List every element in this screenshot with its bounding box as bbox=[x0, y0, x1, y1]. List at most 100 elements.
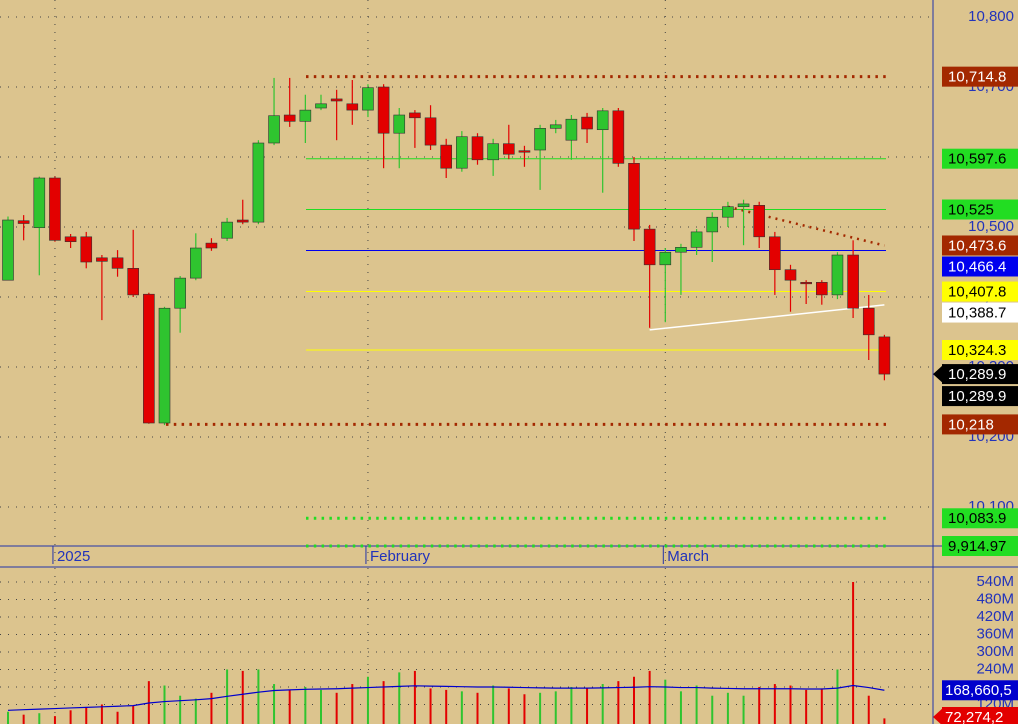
candle-body bbox=[283, 114, 296, 122]
volume-tick-label: 480M bbox=[976, 590, 1014, 607]
candle-body bbox=[549, 124, 562, 129]
candle-body bbox=[330, 98, 343, 102]
volume-bar bbox=[648, 670, 651, 724]
candle-body bbox=[424, 117, 437, 146]
level-label: 10,714.8 bbox=[948, 69, 1006, 86]
candle-body bbox=[596, 110, 609, 131]
candle-body bbox=[33, 177, 46, 229]
candle-body bbox=[205, 242, 218, 249]
volume-bar bbox=[492, 685, 495, 724]
volume-bar bbox=[789, 685, 792, 724]
volume-bar bbox=[539, 692, 542, 724]
level-label-box bbox=[942, 302, 1018, 323]
candle-body bbox=[518, 150, 531, 153]
volume-bar bbox=[570, 686, 573, 724]
volume-bar bbox=[179, 695, 182, 724]
candle-body bbox=[831, 254, 844, 296]
candle-body bbox=[502, 143, 515, 155]
x-tick-label: February bbox=[370, 548, 431, 565]
volume-bar bbox=[22, 714, 25, 724]
candle-body bbox=[127, 268, 139, 296]
volume-bar bbox=[320, 689, 322, 724]
candle-body bbox=[753, 205, 766, 238]
candle-body bbox=[111, 257, 124, 269]
candle-body bbox=[565, 118, 578, 141]
volume-bar bbox=[366, 676, 369, 724]
x-tick-label: 2025 bbox=[57, 548, 90, 565]
volume-last-label: 72,274,2 bbox=[945, 709, 1003, 724]
volume-bar bbox=[445, 689, 448, 724]
volume-bar bbox=[758, 686, 761, 724]
level-label-box bbox=[942, 414, 1018, 435]
candle-body bbox=[346, 103, 359, 111]
level-label-box bbox=[942, 199, 1018, 220]
candle-body bbox=[628, 163, 640, 230]
volume-bar bbox=[805, 689, 808, 724]
volume-bar bbox=[711, 695, 714, 724]
candle-body bbox=[643, 228, 656, 266]
volume-bar bbox=[664, 679, 667, 724]
y-tick-label: 10,500 bbox=[968, 218, 1014, 235]
volume-bar bbox=[601, 684, 604, 724]
candle-body bbox=[862, 307, 875, 336]
level-label: 10,525 bbox=[948, 201, 994, 218]
volume-bar bbox=[100, 704, 103, 724]
trendline bbox=[649, 304, 885, 331]
volume-bar bbox=[460, 691, 463, 724]
volume-bar bbox=[617, 681, 620, 724]
candle-body bbox=[96, 257, 108, 262]
candle-body bbox=[456, 136, 468, 169]
volume-bar bbox=[116, 711, 119, 724]
candle-body bbox=[690, 231, 703, 248]
candle-body bbox=[17, 220, 30, 224]
trendline bbox=[727, 205, 885, 247]
last-price-box bbox=[942, 364, 1018, 385]
volume-bar bbox=[523, 694, 526, 724]
candle-body bbox=[268, 115, 280, 144]
volume-bar bbox=[351, 684, 354, 724]
candle-body bbox=[706, 216, 719, 233]
candle-body bbox=[784, 269, 797, 281]
volume-bar bbox=[241, 670, 244, 724]
volume-tick-label: 300M bbox=[976, 643, 1014, 660]
volume-bar bbox=[633, 676, 635, 724]
candle-body bbox=[409, 112, 421, 119]
volume-tick-label: 360M bbox=[976, 625, 1014, 642]
level-label: 10,324.3 bbox=[948, 342, 1006, 359]
level-label: 9,914.97 bbox=[948, 538, 1006, 555]
level-label-box bbox=[942, 235, 1018, 256]
volume-bar bbox=[507, 688, 510, 724]
volume-bar bbox=[304, 686, 307, 724]
candle-body bbox=[471, 136, 484, 161]
volume-bar bbox=[382, 681, 385, 724]
candle-body bbox=[737, 203, 750, 208]
volume-bar bbox=[398, 672, 401, 724]
x-tick-label: March bbox=[667, 548, 709, 565]
candle-body bbox=[315, 103, 327, 109]
volume-bar bbox=[85, 707, 88, 724]
candle-body bbox=[143, 293, 155, 424]
level-label-box bbox=[942, 536, 1018, 556]
candle-body bbox=[815, 282, 828, 296]
volume-tick-label: 420M bbox=[976, 608, 1014, 625]
level-label: 10,466.4 bbox=[948, 258, 1006, 275]
level-label: 10,388.7 bbox=[948, 305, 1006, 322]
candle-body bbox=[769, 236, 781, 271]
volume-tick-label: 240M bbox=[976, 660, 1014, 677]
level-label-box bbox=[942, 148, 1018, 169]
candle-body bbox=[80, 236, 93, 263]
candle-body bbox=[659, 251, 672, 266]
candle-body bbox=[534, 128, 546, 151]
volume-bar bbox=[836, 669, 839, 724]
candle-body bbox=[612, 110, 625, 164]
volume-bar bbox=[69, 710, 72, 724]
last-price-arrow bbox=[933, 364, 944, 385]
volume-bar bbox=[273, 684, 276, 724]
volume-bar bbox=[679, 691, 682, 724]
candle-body bbox=[722, 206, 734, 218]
volume-bar bbox=[867, 695, 870, 724]
candle-body bbox=[299, 109, 312, 122]
volume-bar bbox=[413, 670, 416, 724]
